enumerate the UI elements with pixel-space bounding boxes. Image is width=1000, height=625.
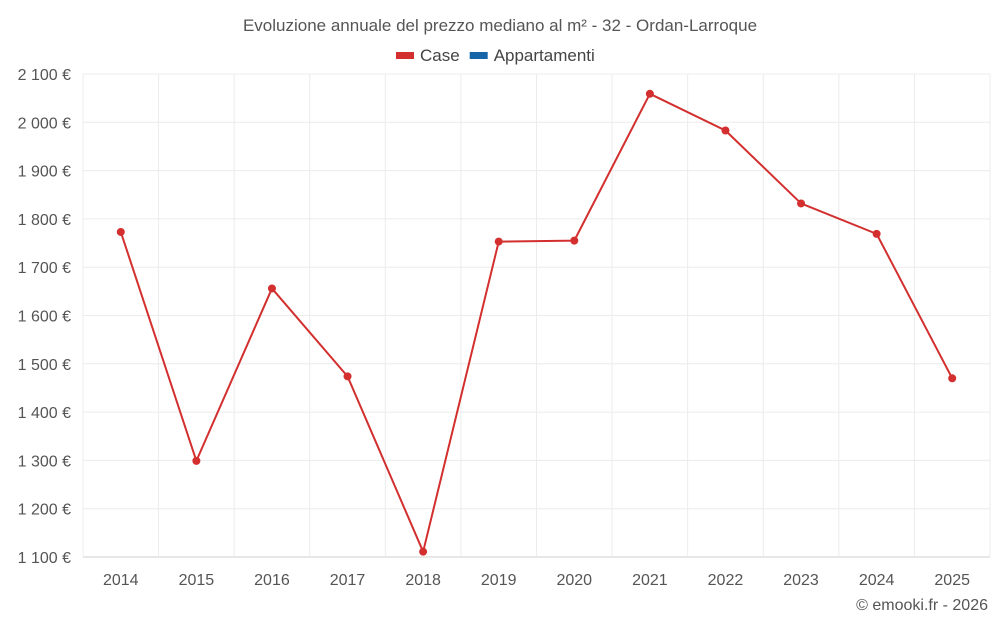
series-group <box>116 89 957 556</box>
y-axis-ticks: 1 100 € 1 200 € 1 300 € 1 400 € 1 500 € 1 600… <box>18 67 71 567</box>
y-tick-label: 1 100 € <box>18 550 71 567</box>
x-tick-label: 2016 <box>254 572 290 589</box>
legend: Case Appartamenti <box>396 46 595 65</box>
data-point[interactable] <box>645 89 654 98</box>
y-tick-label: 1 400 € <box>18 405 71 422</box>
x-tick-label: 2021 <box>632 572 668 589</box>
legend-swatch <box>396 52 414 59</box>
legend-item-case[interactable]: Case <box>396 46 460 65</box>
x-tick-label: 2025 <box>934 572 970 589</box>
data-point[interactable] <box>797 199 806 208</box>
credit-text: © emooki.fr - 2026 <box>856 597 988 614</box>
data-point[interactable] <box>872 229 881 238</box>
y-tick-label: 1 500 € <box>18 357 71 374</box>
y-tick-label: 2 000 € <box>18 115 71 132</box>
data-point[interactable] <box>192 456 201 465</box>
legend-swatch <box>469 52 488 59</box>
series-line-case <box>119 92 954 553</box>
x-tick-label: 2014 <box>103 572 139 589</box>
data-point[interactable] <box>948 374 957 383</box>
y-tick-label: 1 600 € <box>18 309 71 326</box>
y-tick-label: 1 700 € <box>18 260 71 277</box>
y-tick-label: 1 800 € <box>18 212 71 229</box>
legend-item-appartamenti[interactable]: Appartamenti <box>469 46 595 65</box>
data-point[interactable] <box>721 126 730 135</box>
x-tick-label: 2018 <box>405 572 441 589</box>
x-tick-label: 2019 <box>481 572 517 589</box>
data-point[interactable] <box>570 236 579 245</box>
data-point[interactable] <box>267 284 276 293</box>
data-point[interactable] <box>343 372 352 381</box>
legend-label: Case <box>420 46 460 65</box>
x-tick-label: 2024 <box>859 572 895 589</box>
x-tick-label: 2023 <box>783 572 819 589</box>
y-tick-label: 1 900 € <box>18 164 71 181</box>
y-tick-label: 1 200 € <box>18 502 71 519</box>
x-tick-label: 2015 <box>179 572 215 589</box>
legend-label: Appartamenti <box>494 46 595 65</box>
y-tick-label: 1 300 € <box>18 453 71 470</box>
data-point[interactable] <box>116 227 125 236</box>
x-axis-ticks: 2014 2015 2016 2017 2018 2019 2020 2021 2022 2023… <box>103 572 970 589</box>
x-tick-label: 2022 <box>708 572 744 589</box>
x-tick-label: 2020 <box>556 572 592 589</box>
data-point[interactable] <box>419 547 428 556</box>
data-point[interactable] <box>494 237 503 246</box>
grid-lines <box>82 73 991 558</box>
y-tick-label: 2 100 € <box>18 67 71 84</box>
chart-title: Evoluzione annuale del prezzo mediano al… <box>243 16 757 35</box>
x-tick-label: 2017 <box>330 572 366 589</box>
